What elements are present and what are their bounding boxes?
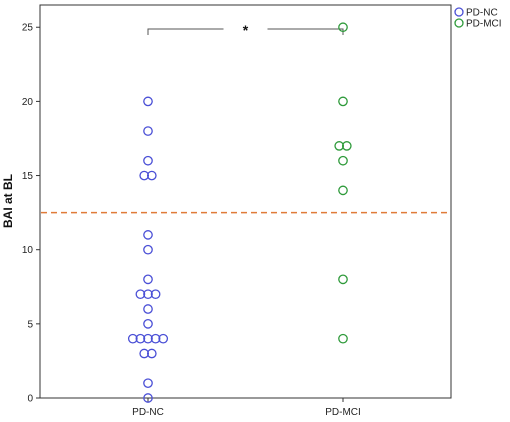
data-point (143, 126, 153, 136)
data-point (143, 96, 153, 107)
x-axis-ticks: PD-NC PD-MCI (132, 398, 361, 418)
data-point (338, 333, 348, 344)
data-point (143, 274, 153, 285)
data-point (143, 304, 153, 314)
y-tick-label: 10 (22, 245, 34, 256)
data-point (338, 155, 348, 166)
y-axis-label: BAI at BL (1, 174, 15, 228)
y-tick-label: 0 (27, 394, 33, 405)
data-point (143, 244, 153, 255)
data-point (338, 185, 348, 196)
data-point (150, 333, 161, 344)
data-point (146, 348, 157, 359)
x-tick-label: PD-MCI (325, 407, 361, 418)
data-point (127, 333, 138, 344)
significance-label: * (243, 22, 249, 38)
data-point (338, 22, 348, 33)
y-tick-label: 25 (22, 23, 34, 34)
data-point (338, 96, 348, 107)
y-axis-ticks: 0 5 10 15 20 25 (22, 23, 40, 405)
bracket-right-arm (267, 28, 344, 35)
data-point (146, 170, 157, 181)
significance-bracket: * (147, 22, 344, 38)
data-point (143, 318, 153, 329)
legend-label: PD-NC (466, 8, 498, 19)
legend-marker (454, 7, 464, 17)
bracket-left-arm (147, 28, 224, 35)
data-point (135, 289, 146, 300)
data-point (143, 333, 153, 344)
x-tick-label: PD-NC (132, 407, 164, 418)
data-point (334, 141, 345, 151)
data-point (139, 348, 150, 359)
data-point (341, 141, 352, 151)
plot-area-frame (39, 4, 452, 399)
data-point (135, 333, 146, 344)
data-point (158, 333, 169, 344)
y-tick-label: 20 (22, 97, 34, 108)
y-tick-label: 5 (27, 319, 33, 330)
legend-marker (454, 18, 464, 28)
data-point (338, 274, 348, 285)
data-point (143, 393, 153, 403)
data-point (143, 155, 153, 166)
data-point (139, 170, 150, 181)
data-point (143, 230, 153, 240)
data-point (143, 289, 153, 300)
data-point (143, 378, 153, 389)
y-tick-label: 15 (22, 171, 34, 182)
data-points (127, 22, 352, 403)
data-point (150, 289, 161, 300)
legend-label: PD-MCI (466, 19, 502, 30)
